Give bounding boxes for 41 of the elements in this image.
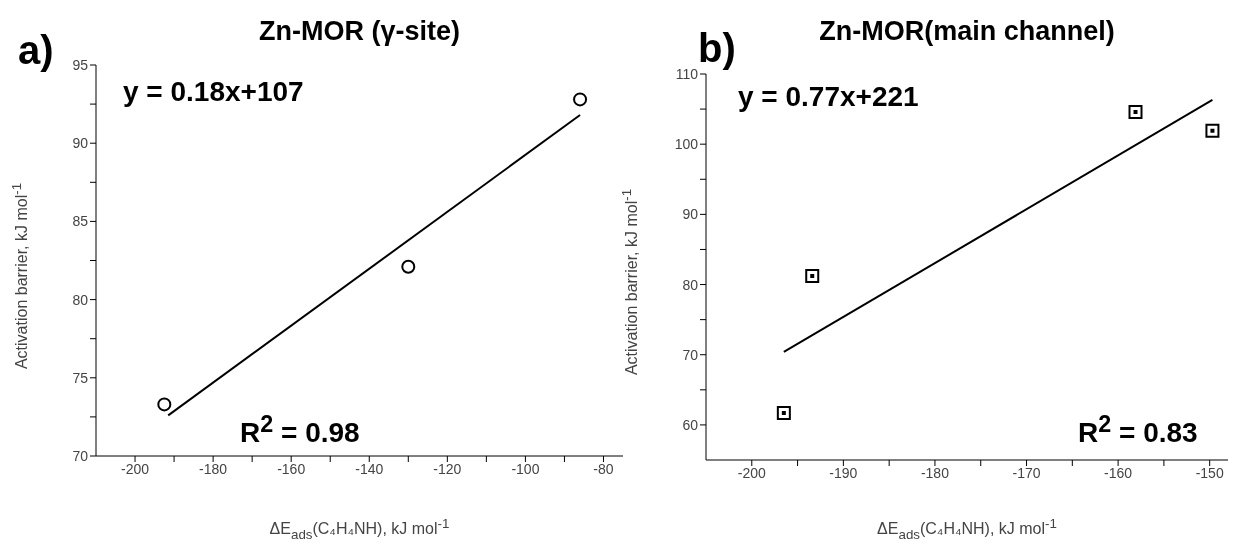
- x-tick-label: -190: [829, 464, 858, 481]
- y-tick-label: 75: [72, 369, 89, 386]
- x-tick-label: -170: [1012, 464, 1041, 481]
- x-tick-label: -150: [1195, 464, 1224, 481]
- point: [157, 397, 172, 412]
- chart-title: Zn-MOR (γ-site): [258, 16, 461, 47]
- x-tick-label: -140: [355, 460, 384, 477]
- x-tick-label: -120: [433, 460, 462, 477]
- y-tick-label: 90: [682, 206, 699, 223]
- point: [1128, 104, 1143, 119]
- x-tick-label: -200: [737, 464, 767, 481]
- point: [401, 259, 416, 274]
- point: [1205, 123, 1220, 138]
- x-axis-title: ΔE$_{ads}$(C₄H₄NH), kJ mol$^{-1}$: [876, 516, 1058, 542]
- y-tick-label: 90: [72, 135, 89, 152]
- x-tick-label: -180: [920, 464, 950, 481]
- y-tick-label: 80: [72, 291, 89, 308]
- point: [805, 269, 820, 284]
- x-tick-label: -100: [511, 460, 540, 477]
- annotation: R$^{2}$ = 0.98: [240, 411, 360, 449]
- x-tick-label: -180: [199, 460, 228, 477]
- annotation: y = 0.18x+107: [123, 76, 304, 107]
- text: a): [18, 28, 54, 72]
- annotation: R$^{2}$ = 0.83: [1078, 411, 1198, 449]
- x-tick-label: -160: [277, 460, 306, 477]
- y-tick-label: 80: [682, 276, 699, 293]
- y-tick-label: 95: [72, 56, 89, 73]
- x-tick-label: -160: [1104, 464, 1133, 481]
- x-tick-label: -80: [593, 460, 614, 477]
- y-tick-label: 70: [682, 346, 699, 363]
- y-tick-label: 70: [72, 447, 89, 464]
- x-axis-title: ΔE$_{ads}$(C₄H₄NH), kJ mol$^{-1}$: [268, 516, 451, 542]
- chart-title: Zn-MOR(main channel): [819, 16, 1115, 46]
- annotation: y = 0.77x+221: [738, 81, 919, 112]
- y-tick-label: 85: [72, 213, 89, 230]
- y-tick-label: 110: [675, 65, 699, 82]
- y-tick-label: 60: [682, 416, 699, 433]
- x-tick-label: -200: [121, 460, 150, 477]
- point: [573, 92, 588, 107]
- y-tick-label: 100: [674, 136, 699, 153]
- point: [776, 405, 791, 420]
